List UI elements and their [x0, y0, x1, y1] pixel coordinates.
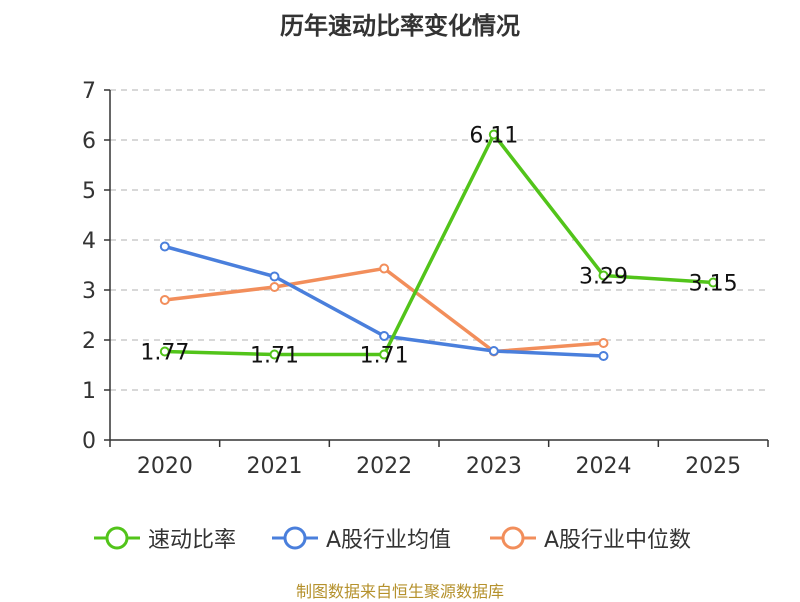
data-label: 1.71: [250, 344, 299, 369]
data-point: [269, 349, 280, 360]
data-label: 3.29: [579, 265, 628, 290]
data-point: [269, 282, 280, 292]
y-tick-label: 7: [82, 79, 96, 104]
y-tick-label: 5: [82, 179, 96, 204]
data-point: [488, 346, 499, 356]
data-point: [159, 295, 170, 305]
legend-label: A股行业均值: [326, 528, 452, 553]
data-point: [379, 263, 390, 274]
x-tick-label: 2024: [576, 454, 632, 479]
y-tick-label: 3: [82, 279, 96, 304]
axes: 0 1 2 3 4 5 6 7 2020 2021 2022 2023 2024 2025: [82, 79, 769, 479]
data-point: [269, 271, 280, 282]
legend-label: 速动比率: [148, 528, 237, 553]
series-lines: [159, 129, 719, 361]
legend: 速动比率 A股行业均值 A股行业中位数: [0, 518, 800, 558]
data-point: [598, 351, 609, 361]
legend-item-quick-ratio[interactable]: 速动比率: [92, 518, 236, 558]
series-line: [164, 132, 714, 357]
data-point: [708, 277, 719, 288]
legend-line-circle-icon: [272, 526, 318, 550]
legend-item-industry-mean[interactable]: A股行业均值: [270, 518, 451, 558]
y-tick-label: 4: [82, 229, 96, 254]
y-tick-label: 0: [82, 429, 96, 454]
data-point: [379, 349, 390, 360]
data-label: 1.77: [140, 341, 189, 366]
y-tick-label: 2: [82, 329, 96, 354]
legend-line-circle-icon: [490, 526, 536, 550]
data-point: [488, 129, 499, 140]
y-tick-label: 6: [82, 129, 96, 154]
data-point: [379, 331, 390, 341]
x-tick-label: 2023: [466, 454, 522, 479]
legend-item-industry-median[interactable]: A股行业中位数: [488, 518, 691, 558]
data-source-note: 制图数据来自恒生聚源数据库: [295, 582, 504, 601]
x-tick-label: 2025: [685, 454, 741, 479]
data-point: [598, 338, 609, 348]
chart-title: 历年速动比率变化情况: [280, 12, 520, 40]
x-tick-label: 2022: [356, 454, 412, 479]
legend-line-circle-icon: [94, 526, 140, 550]
x-tick-label: 2020: [137, 454, 193, 479]
data-labels: 1.77 1.71 1.71 6.11 3.29 3.15: [140, 124, 737, 369]
legend-label: A股行业中位数: [544, 528, 692, 553]
data-point: [159, 241, 170, 252]
data-label: 6.11: [469, 124, 518, 149]
y-tick-label: 1: [82, 379, 96, 404]
data-label: 1.71: [360, 344, 409, 369]
data-point: [598, 270, 609, 281]
data-label: 3.15: [689, 272, 738, 297]
x-tick-label: 2021: [247, 454, 303, 479]
data-point: [159, 346, 170, 357]
